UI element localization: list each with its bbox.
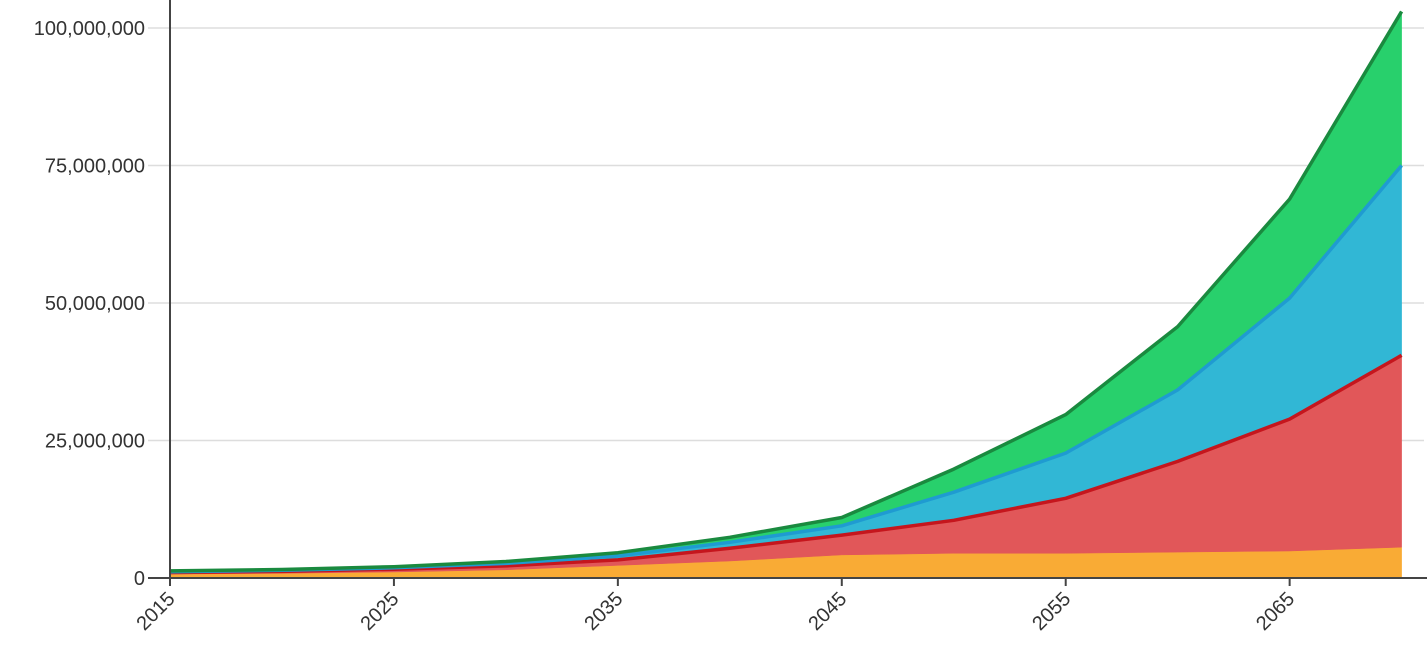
y-tick-label-3: 75,000,000	[45, 156, 145, 178]
y-tick-label-0: 0	[134, 568, 145, 590]
x-tick-label-4: 2055	[1028, 588, 1075, 635]
x-tick-label-0: 2015	[133, 588, 180, 635]
axes	[148, 0, 1427, 579]
x-tick-label-3: 2045	[804, 588, 851, 635]
y-tick-label-1: 25,000,000	[45, 431, 145, 453]
x-tick-label-2: 2035	[580, 588, 627, 635]
y-tick-label-2: 50,000,000	[45, 293, 145, 315]
series-areas	[169, 10, 1402, 579]
x-axis-tick-labels: 2015 2025 2035 2045 2055 2065	[133, 578, 1299, 635]
x-tick-label-5: 2065	[1252, 588, 1299, 635]
series-line-3	[169, 10, 1404, 573]
y-tick-label-4: 100,000,000	[34, 18, 145, 40]
series-lines	[169, 10, 1404, 575]
y-axis-tick-labels: 0 25,000,000 50,000,000 75,000,000 100,000,0…	[34, 18, 145, 590]
x-tick-label-1: 2025	[356, 588, 403, 635]
